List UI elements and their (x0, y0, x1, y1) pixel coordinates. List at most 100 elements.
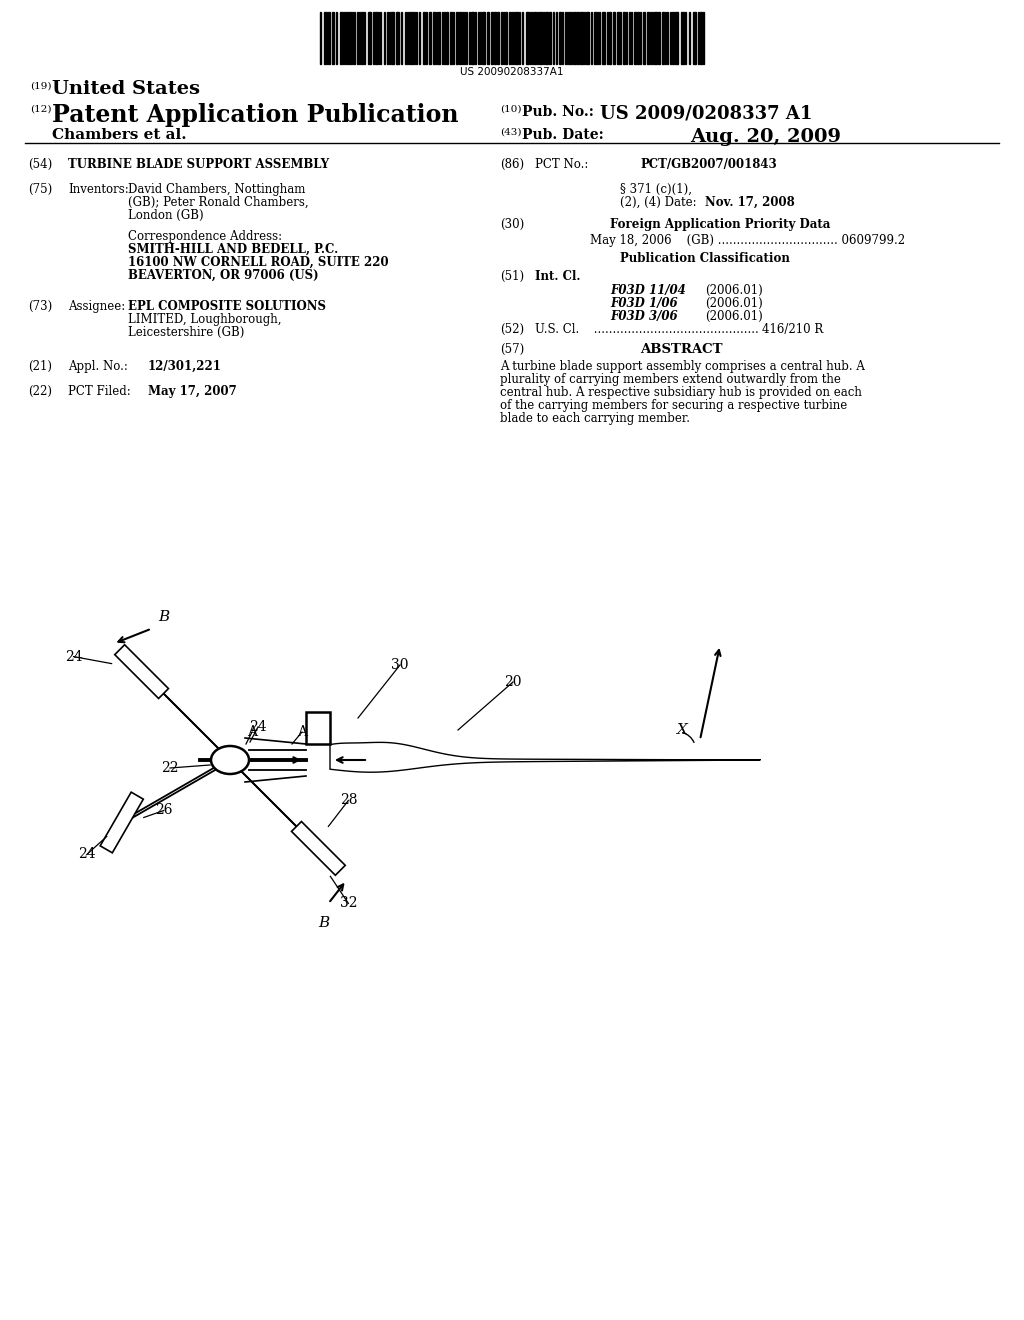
Text: of the carrying members for securing a respective turbine: of the carrying members for securing a r… (500, 399, 847, 412)
Text: Int. Cl.: Int. Cl. (535, 271, 581, 282)
Text: 32: 32 (340, 896, 357, 911)
Bar (324, 12, 326, 63)
Text: (43): (43) (500, 128, 521, 137)
Text: (73): (73) (28, 300, 52, 313)
Text: US 20090208337A1: US 20090208337A1 (460, 67, 564, 77)
Text: 16100 NW CORNELL ROAD, SUITE 220: 16100 NW CORNELL ROAD, SUITE 220 (128, 256, 389, 269)
Polygon shape (330, 742, 760, 772)
Text: Leicestershire (GB): Leicestershire (GB) (128, 326, 245, 339)
Text: (52): (52) (500, 323, 524, 337)
Text: Publication Classification: Publication Classification (620, 252, 790, 265)
Bar (450, 12, 452, 63)
Bar (658, 12, 660, 63)
Text: 24: 24 (65, 649, 82, 664)
Text: David Chambers, Nottingham: David Chambers, Nottingham (128, 183, 305, 195)
Text: Assignee:: Assignee: (68, 300, 125, 313)
Text: 416/210 R: 416/210 R (762, 323, 823, 337)
Text: 24: 24 (78, 847, 95, 862)
Bar (693, 12, 696, 63)
Bar (602, 12, 605, 63)
Bar (545, 12, 548, 63)
Bar (482, 12, 485, 63)
Text: (2006.01): (2006.01) (705, 310, 763, 323)
Bar (586, 12, 589, 63)
Bar (456, 12, 458, 63)
Bar (643, 12, 645, 63)
Text: central hub. A respective subsidiary hub is provided on each: central hub. A respective subsidiary hub… (500, 385, 862, 399)
Text: Pub. Date:: Pub. Date: (522, 128, 604, 143)
Bar (623, 12, 625, 63)
Text: (30): (30) (500, 218, 524, 231)
Text: (75): (75) (28, 183, 52, 195)
Text: May 18, 2006    (GB) ................................ 0609799.2: May 18, 2006 (GB) ......................… (590, 234, 905, 247)
Text: PCT Filed:: PCT Filed: (68, 385, 131, 399)
Bar (617, 12, 618, 63)
Bar (505, 12, 507, 63)
Bar (433, 12, 435, 63)
Text: (51): (51) (500, 271, 524, 282)
Bar (494, 12, 496, 63)
Bar (497, 12, 499, 63)
Text: May 17, 2007: May 17, 2007 (148, 385, 237, 399)
Polygon shape (100, 792, 143, 853)
Text: (19): (19) (30, 82, 51, 91)
Text: 26: 26 (155, 804, 172, 817)
Bar (634, 12, 636, 63)
Text: London (GB): London (GB) (128, 209, 204, 222)
Text: 30: 30 (391, 657, 409, 672)
Text: PCT/GB2007/001843: PCT/GB2007/001843 (640, 158, 777, 172)
Text: 20: 20 (504, 675, 522, 689)
Bar (471, 12, 474, 63)
Text: (2), (4) Date:: (2), (4) Date: (620, 195, 696, 209)
Text: Foreign Application Priority Data: Foreign Application Priority Data (610, 218, 830, 231)
Text: Pub. No.:: Pub. No.: (522, 106, 594, 119)
Text: F03D 3/06: F03D 3/06 (610, 310, 678, 323)
Text: EPL COMPOSITE SOLUTIONS: EPL COMPOSITE SOLUTIONS (128, 300, 326, 313)
Text: 24: 24 (249, 719, 267, 734)
Text: A turbine blade support assembly comprises a central hub. A: A turbine blade support assembly compris… (500, 360, 865, 374)
Text: F03D 1/06: F03D 1/06 (610, 297, 678, 310)
Text: (2006.01): (2006.01) (705, 297, 763, 310)
Bar (438, 12, 440, 63)
Bar (559, 12, 561, 63)
Bar (569, 12, 571, 63)
Bar (574, 12, 575, 63)
Bar (411, 12, 413, 63)
Text: 28: 28 (340, 793, 357, 808)
Text: (57): (57) (500, 343, 524, 356)
Bar (306, 711, 330, 744)
Bar (515, 12, 518, 63)
Text: Aug. 20, 2009: Aug. 20, 2009 (690, 128, 841, 147)
Bar (368, 12, 371, 63)
Text: Patent Application Publication: Patent Application Publication (52, 103, 459, 127)
Bar (594, 12, 596, 63)
Text: B: B (158, 610, 169, 623)
Bar (487, 12, 489, 63)
Bar (490, 12, 493, 63)
Bar (423, 12, 425, 63)
Bar (654, 12, 657, 63)
Text: 12/301,221: 12/301,221 (148, 360, 222, 374)
Bar (675, 12, 678, 63)
Bar (647, 12, 649, 63)
Text: (86): (86) (500, 158, 524, 172)
Text: ABSTRACT: ABSTRACT (640, 343, 723, 356)
Bar (340, 12, 342, 63)
Bar (429, 12, 431, 63)
Bar (672, 12, 674, 63)
Text: plurality of carrying members extend outwardly from the: plurality of carrying members extend out… (500, 374, 841, 385)
Text: LIMITED, Loughborough,: LIMITED, Loughborough, (128, 313, 282, 326)
Text: blade to each carrying member.: blade to each carrying member. (500, 412, 690, 425)
Text: F03D 11/04: F03D 11/04 (610, 284, 686, 297)
Bar (349, 12, 351, 63)
Bar (613, 12, 615, 63)
Bar (539, 12, 542, 63)
Text: TURBINE BLADE SUPPORT ASSEMBLY: TURBINE BLADE SUPPORT ASSEMBLY (68, 158, 329, 172)
Bar (361, 12, 362, 63)
Text: ............................................: ........................................… (590, 323, 759, 337)
Text: 22: 22 (161, 762, 179, 775)
Bar (396, 12, 399, 63)
Text: Nov. 17, 2008: Nov. 17, 2008 (705, 195, 795, 209)
Bar (459, 12, 461, 63)
Bar (375, 12, 377, 63)
